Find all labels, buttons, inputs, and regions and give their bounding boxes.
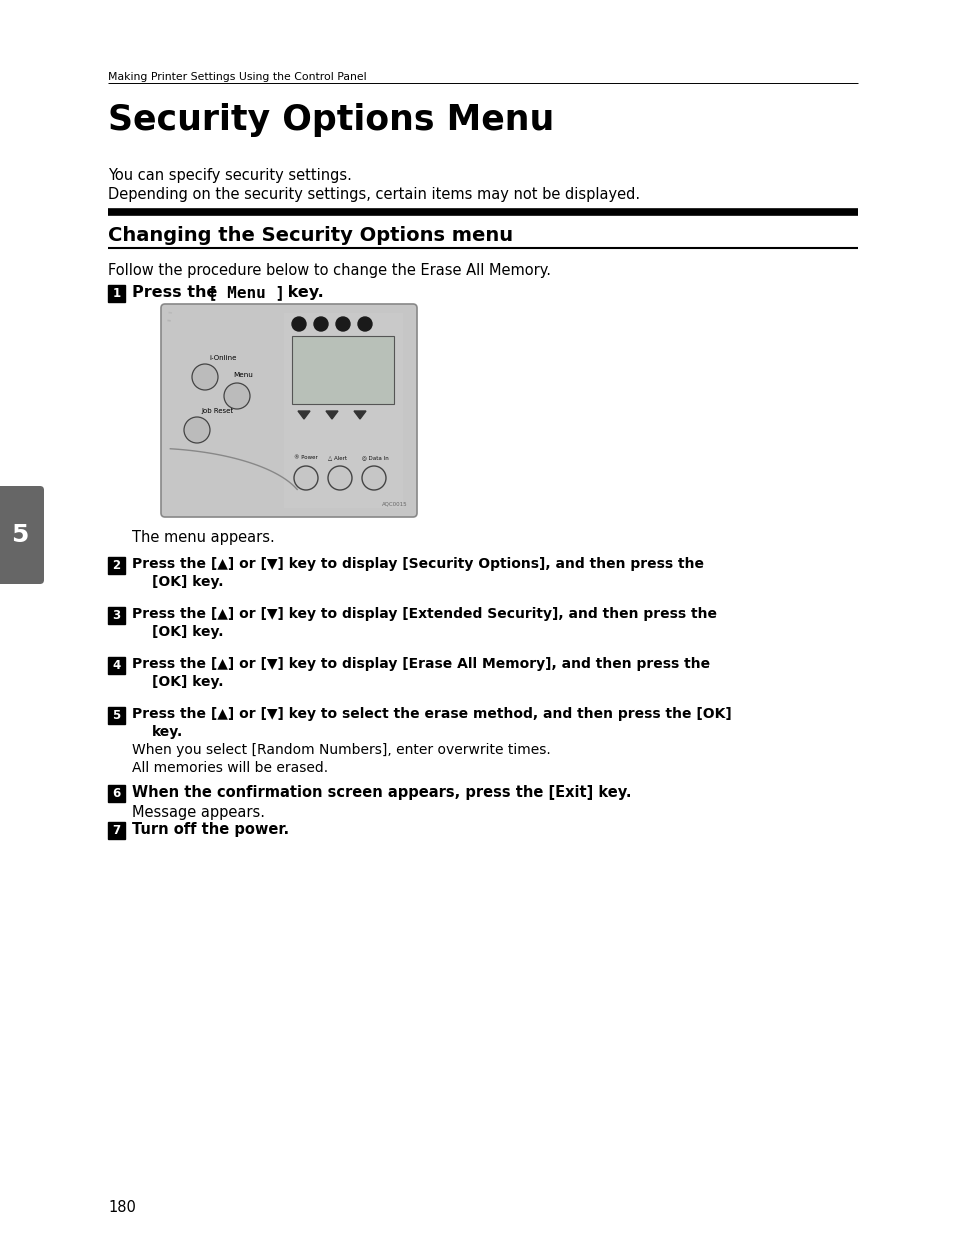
Text: △ Alert: △ Alert bbox=[328, 454, 347, 459]
Text: Press the [▲] or [▼] key to display [Extended Security], and then press the: Press the [▲] or [▼] key to display [Ext… bbox=[132, 606, 717, 621]
Text: ◎ Data In: ◎ Data In bbox=[361, 454, 388, 459]
Text: 5: 5 bbox=[112, 709, 120, 722]
Text: key.: key. bbox=[152, 725, 183, 739]
Text: Turn off the power.: Turn off the power. bbox=[132, 823, 289, 837]
Circle shape bbox=[314, 317, 328, 331]
Text: The menu appears.: The menu appears. bbox=[132, 530, 274, 545]
Text: Press the [▲] or [▼] key to select the erase method, and then press the [OK]: Press the [▲] or [▼] key to select the e… bbox=[132, 706, 731, 721]
Text: Press the: Press the bbox=[132, 285, 223, 300]
Text: [ Menu ]: [ Menu ] bbox=[208, 285, 285, 300]
Circle shape bbox=[192, 364, 218, 390]
Text: When you select [Random Numbers], enter overwrite times.: When you select [Random Numbers], enter … bbox=[132, 743, 550, 757]
Circle shape bbox=[292, 317, 306, 331]
Text: Message appears.: Message appears. bbox=[132, 805, 265, 820]
Text: AQC0015: AQC0015 bbox=[382, 501, 408, 508]
Circle shape bbox=[184, 417, 210, 443]
Bar bbox=[284, 312, 402, 508]
Text: Job Reset: Job Reset bbox=[201, 408, 233, 414]
Bar bbox=[108, 657, 125, 674]
Text: [OK] key.: [OK] key. bbox=[152, 576, 223, 589]
Text: Follow the procedure below to change the Erase All Memory.: Follow the procedure below to change the… bbox=[108, 263, 551, 278]
Bar bbox=[108, 785, 125, 802]
Circle shape bbox=[335, 317, 350, 331]
Circle shape bbox=[357, 317, 372, 331]
FancyBboxPatch shape bbox=[0, 487, 44, 584]
Polygon shape bbox=[354, 411, 366, 419]
Text: 3: 3 bbox=[112, 609, 120, 622]
Text: Making Printer Settings Using the Control Panel: Making Printer Settings Using the Contro… bbox=[108, 72, 366, 82]
Text: 180: 180 bbox=[108, 1200, 135, 1215]
Bar bbox=[108, 285, 125, 303]
Text: 5: 5 bbox=[11, 522, 29, 547]
Text: Depending on the security settings, certain items may not be displayed.: Depending on the security settings, cert… bbox=[108, 186, 639, 203]
Text: Changing the Security Options menu: Changing the Security Options menu bbox=[108, 226, 513, 245]
Text: 1: 1 bbox=[112, 287, 120, 300]
Bar bbox=[108, 823, 125, 839]
Circle shape bbox=[328, 466, 352, 490]
Text: 4: 4 bbox=[112, 659, 120, 672]
Bar bbox=[108, 706, 125, 724]
Text: You can specify security settings.: You can specify security settings. bbox=[108, 168, 352, 183]
Text: 6: 6 bbox=[112, 787, 120, 800]
Text: [OK] key.: [OK] key. bbox=[152, 625, 223, 638]
Text: Menu: Menu bbox=[233, 372, 253, 378]
Text: All memories will be erased.: All memories will be erased. bbox=[132, 761, 328, 776]
Text: When the confirmation screen appears, press the [Exit] key.: When the confirmation screen appears, pr… bbox=[132, 785, 631, 800]
FancyBboxPatch shape bbox=[161, 304, 416, 517]
Text: i-Online: i-Online bbox=[209, 354, 236, 361]
Circle shape bbox=[361, 466, 386, 490]
Text: Press the [▲] or [▼] key to display [Erase All Memory], and then press the: Press the [▲] or [▼] key to display [Era… bbox=[132, 657, 709, 671]
Text: 7: 7 bbox=[112, 824, 120, 837]
Polygon shape bbox=[326, 411, 337, 419]
Bar bbox=[292, 336, 394, 404]
Text: [OK] key.: [OK] key. bbox=[152, 676, 223, 689]
Circle shape bbox=[294, 466, 317, 490]
Text: Security Options Menu: Security Options Menu bbox=[108, 103, 554, 137]
Bar bbox=[108, 557, 125, 574]
Text: 2: 2 bbox=[112, 559, 120, 572]
Text: key.: key. bbox=[282, 285, 323, 300]
Circle shape bbox=[224, 383, 250, 409]
Polygon shape bbox=[297, 411, 310, 419]
Bar bbox=[108, 606, 125, 624]
Text: ® Power: ® Power bbox=[294, 454, 317, 459]
Text: Press the [▲] or [▼] key to display [Security Options], and then press the: Press the [▲] or [▼] key to display [Sec… bbox=[132, 557, 703, 571]
